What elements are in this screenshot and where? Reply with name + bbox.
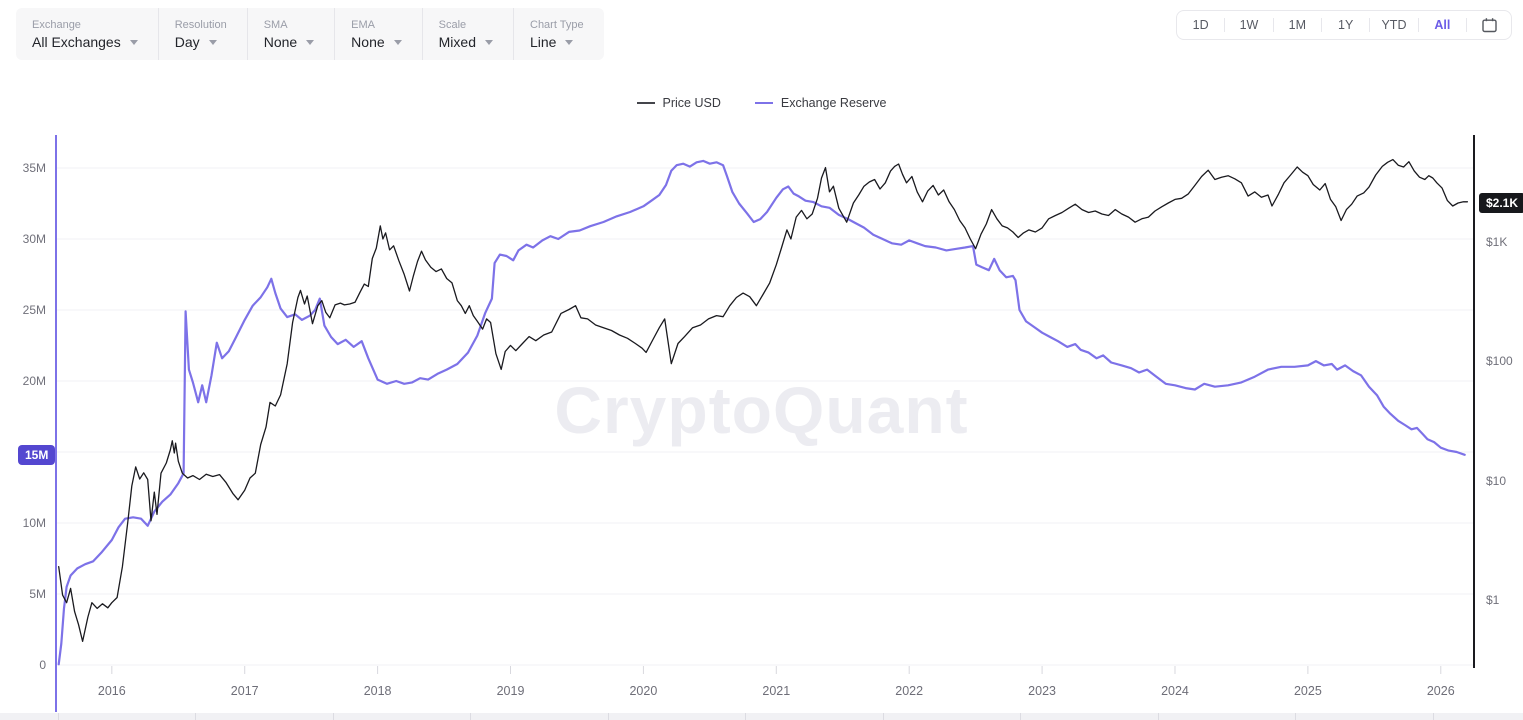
strip-divider (57, 713, 59, 720)
price-current-badge: $2.1K (1479, 192, 1523, 213)
dropdown-label: Scale (438, 19, 467, 31)
legend-item-price-usd[interactable]: Price USD (636, 96, 721, 110)
dropdown-value: None (351, 34, 385, 50)
strip-divider (607, 713, 609, 720)
strip-divider (332, 713, 334, 720)
calendar-icon (1481, 17, 1497, 32)
strip-divider (1020, 713, 1021, 720)
dropdown-value: All Exchanges (32, 34, 121, 50)
x-axis-tick-label: 2017 (230, 684, 259, 698)
chevron-down-icon (393, 39, 402, 45)
legend-label: Exchange Reserve (780, 96, 887, 110)
axis-tick-label: 25M (22, 303, 46, 317)
divider (1417, 18, 1419, 32)
legend-line-swatch (636, 102, 655, 104)
x-axis-tick-label: 2021 (762, 684, 791, 698)
reserve-current-badge: 15M (18, 444, 56, 465)
strip-divider (195, 713, 196, 720)
chevron-down-icon (208, 39, 217, 45)
legend-item-exchange-reserve[interactable]: Exchange Reserve (754, 96, 887, 110)
chevron-down-icon (129, 39, 138, 45)
strip-divider (1157, 713, 1159, 720)
x-axis-tick-label: 2018 (363, 684, 392, 698)
chevron-down-icon (565, 39, 574, 45)
axis-tick-label: 0 (39, 658, 46, 672)
chart-legend: Price USD Exchange Reserve (0, 96, 1523, 110)
axis-tick-label: 35M (22, 161, 46, 175)
timeline-strip[interactable] (0, 713, 1523, 720)
x-axis-tick-label: 2025 (1293, 684, 1322, 698)
axis-tick-label: 5M (29, 587, 46, 601)
x-axis-tick-label: 2020 (629, 684, 658, 698)
x-axis-tick-label: 2016 (97, 684, 126, 698)
divider (1466, 18, 1467, 32)
strip-divider (882, 713, 884, 720)
axis-tick-label: $1K (1486, 234, 1508, 249)
x-axis-tick-label: 2024 (1161, 684, 1189, 698)
strip-divider (745, 713, 746, 720)
x-axis-tick-label: 2019 (496, 684, 525, 698)
calendar-button[interactable] (1467, 11, 1511, 39)
range-button-1d[interactable]: 1D (1192, 18, 1209, 32)
axis-tick-label: 30M (22, 232, 46, 246)
divider (1224, 18, 1226, 32)
toolbar-dropdown-scale[interactable]: Scale Mixed (421, 8, 513, 60)
chevron-down-icon (485, 39, 493, 45)
chevron-down-icon (306, 39, 315, 45)
divider (1369, 18, 1371, 32)
time-range-selector: 1D 1W 1M 1Y YTD All (1176, 10, 1512, 40)
range-button-1w[interactable]: 1W (1239, 18, 1259, 32)
toolbar-dropdown-sma[interactable]: SMA None (246, 8, 334, 60)
divider (1320, 18, 1322, 32)
range-button-1m[interactable]: 1M (1288, 18, 1306, 32)
dropdown-value: Line (530, 34, 557, 50)
toolbar-dropdown-exchange[interactable]: Exchange All Exchanges (16, 8, 158, 60)
divider (1272, 18, 1274, 32)
legend-line-swatch (754, 102, 773, 104)
axis-tick-label: $1 (1486, 593, 1500, 607)
range-button-ytd[interactable]: YTD (1381, 18, 1407, 32)
chart-settings-toolbar: Exchange All Exchanges Resolution Day SM… (16, 8, 604, 60)
x-axis-tick-label: 2022 (895, 684, 924, 698)
dropdown-value: None (263, 34, 298, 50)
strip-divider (1295, 713, 1296, 720)
range-button-1y[interactable]: 1Y (1338, 18, 1354, 32)
dropdown-label: Resolution (174, 19, 227, 31)
x-axis-tick-label: 2026 (1426, 684, 1455, 698)
dropdown-label: EMA (351, 19, 376, 31)
axis-tick-label: $10 (1486, 473, 1507, 488)
axis-tick-label: 20M (22, 374, 46, 388)
dropdown-value: Mixed (438, 34, 476, 50)
dropdown-value: Day (174, 34, 200, 50)
range-button-all[interactable]: All (1434, 18, 1451, 32)
axis-tick-label: 10M (22, 516, 46, 530)
dropdown-label: SMA (263, 19, 288, 31)
legend-label: Price USD (662, 96, 721, 110)
toolbar-dropdown-resolution[interactable]: Resolution Day (157, 8, 247, 60)
toolbar-dropdown-chart-type[interactable]: Chart Type Line (513, 8, 604, 60)
strip-divider (1432, 713, 1434, 720)
strip-divider (470, 713, 471, 720)
dropdown-label: Exchange (32, 19, 81, 31)
dropdown-label: Chart Type (530, 19, 584, 31)
axis-tick-label: $100 (1486, 354, 1513, 368)
toolbar-dropdown-ema[interactable]: EMA None (334, 8, 421, 60)
x-axis-tick-label: 2023 (1028, 684, 1056, 698)
